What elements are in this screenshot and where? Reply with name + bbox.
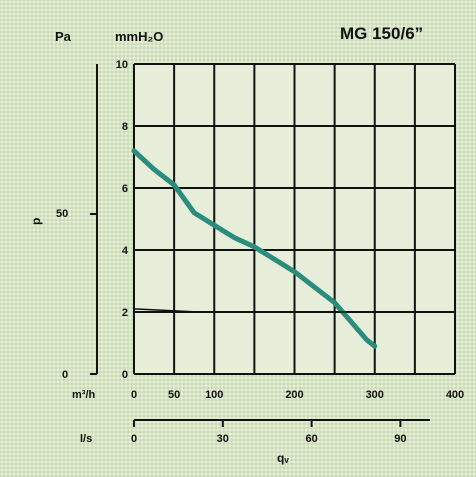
model-label: MG 150/6” — [340, 24, 424, 43]
fan-curve-line — [131, 148, 378, 349]
ls-tick-label: 90 — [394, 433, 406, 445]
x-tick-label: 50 — [168, 389, 180, 401]
grid — [133, 63, 456, 375]
y-tick-label: 2 — [122, 307, 128, 319]
y-tick-label: 0 — [122, 369, 128, 381]
x-tick-label: 400 — [446, 389, 464, 401]
y-axis-symbol: p — [29, 218, 43, 225]
ls-tick-label: 0 — [131, 433, 137, 445]
x-tick-label: 300 — [366, 389, 384, 401]
ls-tick-label: 60 — [305, 433, 317, 445]
y-tick-label: 10 — [116, 59, 128, 71]
ls-tick-label: 30 — [217, 433, 229, 445]
x-tick-label: 200 — [285, 389, 303, 401]
y-unit-mmh2o: mmH₂O — [115, 29, 163, 44]
y-pa-tick-0: 0 — [62, 369, 68, 381]
reference-line — [133, 308, 376, 313]
x-axis-label: qᵥ — [277, 451, 289, 465]
y-tick-label: 8 — [122, 121, 128, 133]
series-layer — [131, 148, 378, 349]
axes — [90, 64, 430, 427]
y-unit-pa: Pa — [55, 29, 72, 44]
x-unit-m3h: m³/h — [72, 389, 96, 401]
y-tick-label: 4 — [122, 245, 129, 257]
x-tick-label: 0 — [131, 389, 137, 401]
y-tick-label: 6 — [122, 183, 128, 195]
x-tick-label: 100 — [205, 389, 223, 401]
y-pa-tick-50: 50 — [56, 208, 68, 220]
x-unit-ls: l/s — [80, 433, 92, 445]
